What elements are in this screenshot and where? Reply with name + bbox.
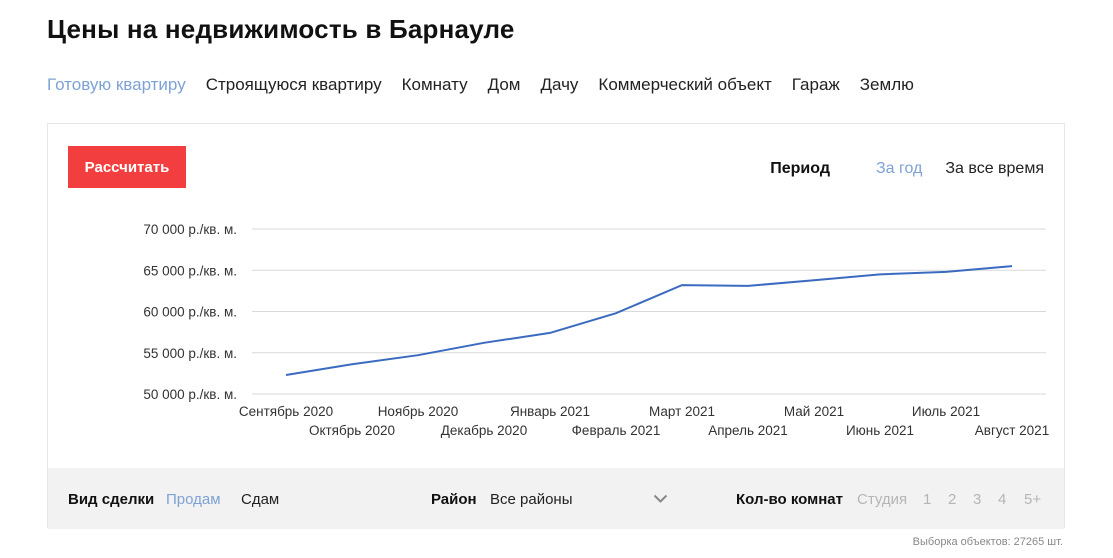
data-point[interactable] [614, 311, 619, 316]
data-point[interactable] [416, 353, 421, 358]
price-line-chart: 70 000 р./кв. м. 65 000 р./кв. м. 60 000 р… [143, 222, 1049, 438]
x-tick-label: Май 2021 [784, 404, 844, 419]
page-title: Цены на недвижимость в Барнауле [47, 14, 515, 44]
rooms-option-1[interactable]: 1 [923, 491, 932, 508]
x-tick-label: Январь 2021 [510, 404, 590, 419]
x-tick-label: Сентябрь 2020 [239, 404, 333, 419]
data-point[interactable] [350, 362, 355, 367]
x-tick-label: Март 2021 [649, 404, 715, 419]
x-tick-label: Апрель 2021 [708, 423, 788, 438]
data-point[interactable] [746, 283, 751, 288]
series-line [285, 265, 1013, 376]
y-tick-label: 55 000 р./кв. м. [143, 346, 237, 361]
district-label: Район [431, 491, 477, 508]
period-option-all-time[interactable]: За все время [945, 160, 1044, 177]
filters-bar: Вид сделки Продам Сдам Район Все районы … [48, 468, 1064, 529]
price-chart-card: Рассчитать Период За год За все время 70… [47, 123, 1065, 529]
property-type-tabs: Готовую квартиру Строящуюся квартиру Ком… [47, 75, 934, 97]
tab-new-apartment[interactable]: Строящуюся квартиру [205, 75, 382, 94]
district-select[interactable]: Все районы [490, 491, 573, 508]
data-point[interactable] [1010, 264, 1015, 269]
y-tick-label: 65 000 р./кв. м. [143, 263, 237, 278]
data-point[interactable] [944, 269, 949, 274]
rooms-option-studio[interactable]: Студия [857, 491, 908, 508]
rooms-option-5plus[interactable]: 5+ [1024, 491, 1042, 508]
rooms-label: Кол-во комнат [736, 491, 843, 508]
x-tick-label: Декабрь 2020 [441, 423, 527, 438]
deal-option-rent[interactable]: Сдам [241, 491, 280, 508]
data-point[interactable] [284, 373, 289, 378]
tab-room[interactable]: Комнату [401, 75, 468, 94]
tab-garage[interactable]: Гараж [791, 75, 840, 94]
y-tick-label: 50 000 р./кв. м. [143, 387, 237, 402]
period-option-year[interactable]: За год [875, 160, 923, 177]
rooms-option-3[interactable]: 3 [973, 491, 982, 508]
data-point[interactable] [680, 283, 685, 288]
deal-type-label: Вид сделки [68, 491, 155, 508]
period-label: Период [770, 160, 830, 177]
tab-dacha[interactable]: Дачу [540, 75, 579, 94]
deal-option-sell[interactable]: Продам [166, 491, 221, 508]
data-point[interactable] [548, 330, 553, 335]
y-tick-label: 70 000 р./кв. м. [143, 222, 237, 237]
tab-ready-apartment[interactable]: Готовую квартиру [47, 75, 186, 94]
rooms-option-4[interactable]: 4 [998, 491, 1007, 508]
x-tick-label: Октябрь 2020 [309, 423, 395, 438]
x-tick-label: Февраль 2021 [572, 423, 661, 438]
data-point[interactable] [482, 340, 487, 345]
sample-count: Выборка объектов: 27265 шт. [912, 536, 1063, 548]
tab-house[interactable]: Дом [487, 75, 521, 94]
y-tick-label: 60 000 р./кв. м. [143, 305, 237, 320]
tab-commercial[interactable]: Коммерческий объект [598, 75, 772, 94]
tab-land[interactable]: Землю [859, 75, 914, 94]
x-tick-label: Июль 2021 [912, 404, 980, 419]
x-tick-label: Июнь 2021 [846, 423, 914, 438]
x-tick-label: Август 2021 [975, 423, 1049, 438]
data-point[interactable] [812, 278, 817, 283]
period-selector: Период За год За все время [770, 160, 1044, 178]
chevron-down-icon[interactable] [653, 494, 668, 504]
rooms-option-2[interactable]: 2 [948, 491, 957, 508]
x-tick-label: Ноябрь 2020 [378, 404, 459, 419]
data-point[interactable] [878, 272, 883, 277]
calculate-button[interactable]: Рассчитать [68, 146, 186, 188]
